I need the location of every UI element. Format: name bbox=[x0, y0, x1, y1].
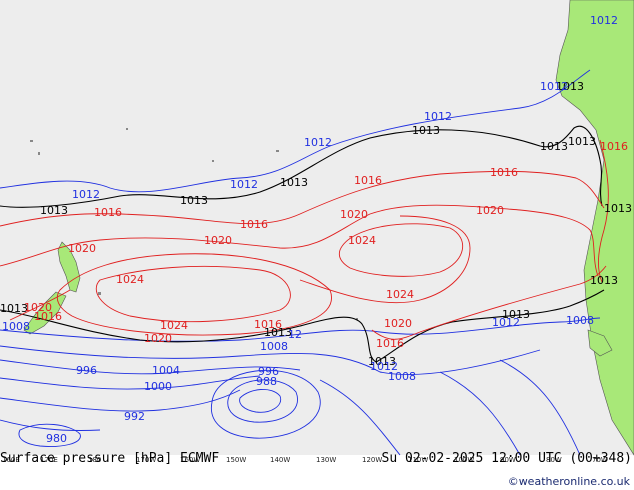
isobar-label-1013: 1013 bbox=[0, 302, 28, 315]
site-credit[interactable]: ©weatheronline.co.uk bbox=[507, 475, 630, 488]
lon-tick: 120W bbox=[362, 456, 382, 464]
isobar-label: 1012 bbox=[590, 14, 618, 27]
isobar-label-1013: 1013 bbox=[40, 204, 68, 217]
new-zealand-south-island bbox=[23, 291, 67, 335]
isobar-label: 1020 bbox=[476, 204, 504, 217]
isobar-label: 1012 bbox=[540, 80, 568, 93]
isobar-label: 1016 bbox=[254, 318, 282, 331]
isobar-label: 1008 bbox=[260, 340, 288, 353]
lon-tick: 80W bbox=[546, 456, 562, 464]
lon-tick: 90W bbox=[500, 456, 516, 464]
isobar-label-1013: 1013 bbox=[412, 124, 440, 137]
lon-tick: 70W bbox=[592, 456, 608, 464]
longitude-axis: 160E 170E 180 170W 160W 150W 140W 130W 1… bbox=[2, 456, 608, 464]
lon-tick: 170W bbox=[136, 456, 156, 464]
isobar-label: 1016 bbox=[354, 174, 382, 187]
isobar-label: 1012 bbox=[230, 178, 258, 191]
isobar-label: 1020 bbox=[144, 332, 172, 345]
isobar-label: 1012 bbox=[424, 110, 452, 123]
isobar-label: 980 bbox=[46, 432, 67, 445]
isobar-label: 996 bbox=[258, 365, 279, 378]
isobar-label-1013: 1013 bbox=[590, 274, 618, 287]
isobar-label: 1012 bbox=[492, 316, 520, 329]
ocean-area bbox=[0, 0, 634, 455]
isobar-label: 996 bbox=[76, 364, 97, 377]
isobar-label-1013: 1013 bbox=[180, 194, 208, 207]
lon-tick: 100W bbox=[454, 456, 474, 464]
isobar-label: 1000 bbox=[144, 380, 172, 393]
map-title: Surface pressure [hPa] ECMWF bbox=[0, 451, 220, 466]
isobar-label: 1016 bbox=[376, 337, 404, 350]
isobar-label: 1024 bbox=[386, 288, 414, 301]
isobar-labels-high: 1016 1016 1016 1016 1016 1016 1016 1016 … bbox=[24, 140, 628, 350]
isobar-label: 992 bbox=[124, 410, 145, 423]
new-zealand-north-island bbox=[57, 241, 81, 293]
lon-tick: 180 bbox=[88, 456, 101, 464]
isobar-label: 1004 bbox=[152, 364, 180, 377]
lon-tick: 170E bbox=[40, 456, 58, 464]
isobar-label: 1012 bbox=[72, 188, 100, 201]
isobar-label-1013: 1013 bbox=[502, 308, 530, 321]
isobar-label: 12 bbox=[288, 328, 302, 341]
lon-tick: 130W bbox=[316, 456, 336, 464]
isobar-label-1013: 1013 bbox=[604, 202, 632, 215]
isobars-low-pressure bbox=[0, 69, 601, 456]
isobar-label: 1008 bbox=[388, 370, 416, 383]
isobar-label-1013: 1013 bbox=[264, 326, 292, 339]
isobar-label: 1012 bbox=[304, 136, 332, 149]
lon-tick: 150W bbox=[226, 456, 246, 464]
isobar-label-1013: 1013 bbox=[568, 135, 596, 148]
isobar-label: 1016 bbox=[240, 218, 268, 231]
isobar-labels-low: 1012 1012 1012 1012 1012 1012 1012 1012 … bbox=[2, 14, 618, 445]
isobars-1013 bbox=[0, 125, 605, 363]
isobar-label: 988 bbox=[256, 375, 277, 388]
isobar-label: 1020 bbox=[384, 317, 412, 330]
tierra-del-fuego-land bbox=[587, 329, 613, 357]
isobar-label: 1016 bbox=[600, 140, 628, 153]
isobar-label: 1024 bbox=[348, 234, 376, 247]
lon-tick: 160W bbox=[180, 456, 200, 464]
isobar-label: 1024 bbox=[160, 319, 188, 332]
isobar-label: 1016 bbox=[94, 206, 122, 219]
isobar-label: 1012 bbox=[370, 360, 398, 373]
valid-time: Su 02-02-2025 12:00 UTC (00+348) bbox=[381, 451, 632, 466]
isobar-label-1013: 1013 bbox=[540, 140, 568, 153]
isobar-label: 1020 bbox=[24, 301, 52, 314]
isobars-high-pressure bbox=[0, 139, 609, 340]
isobar-label-1013: 1013 bbox=[280, 176, 308, 189]
lon-tick: 140W bbox=[270, 456, 290, 464]
isobar-label: 1020 bbox=[68, 242, 96, 255]
isobar-label: 1008 bbox=[566, 314, 594, 327]
isobar-label: 1020 bbox=[204, 234, 232, 247]
lon-tick: 110W bbox=[408, 456, 428, 464]
isobar-labels-1013: 1013 1013 1013 1013 1013 1013 1013 1013 … bbox=[0, 80, 632, 368]
lon-tick: 160E bbox=[2, 456, 20, 464]
isobar-label-1013: 1013 bbox=[556, 80, 584, 93]
isobar-label: 1016 bbox=[490, 166, 518, 179]
isobar-label: 1008 bbox=[2, 320, 30, 333]
isobar-label: 1020 bbox=[340, 208, 368, 221]
isobar-label: 1016 bbox=[34, 310, 62, 323]
isobar-label-1013: 1013 bbox=[368, 355, 396, 368]
south-america-land bbox=[555, 0, 634, 456]
pacific-islands bbox=[30, 128, 358, 320]
isobar-label: 1024 bbox=[116, 273, 144, 286]
